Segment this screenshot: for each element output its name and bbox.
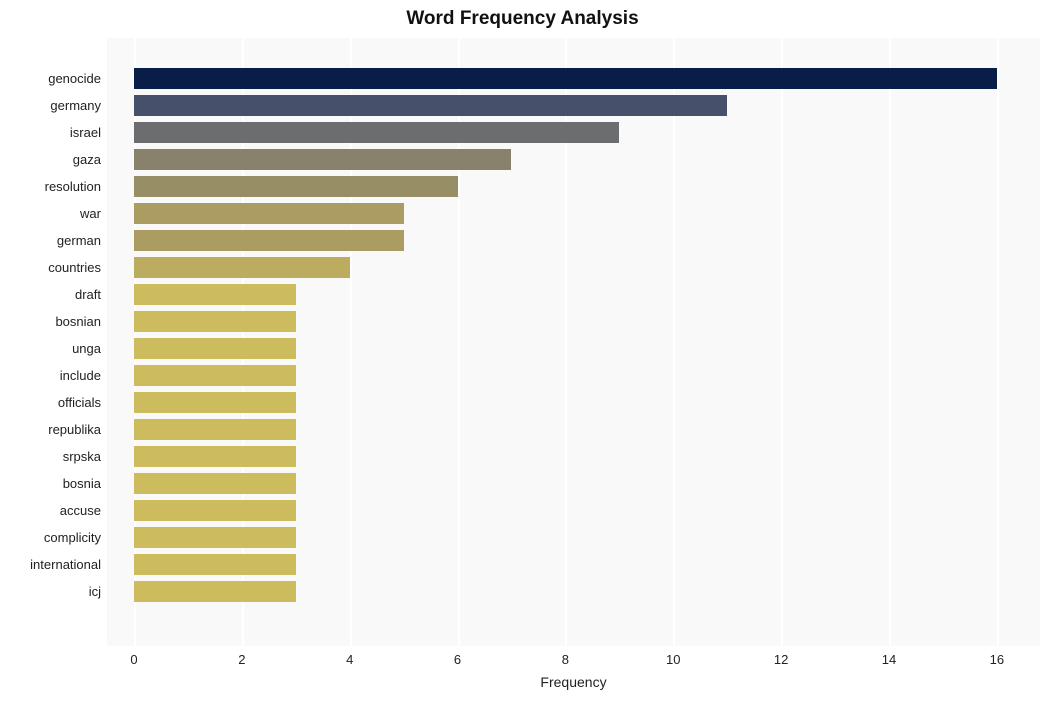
gridline [997,38,999,646]
y-tick-label: genocide [48,72,101,85]
x-tick-label: 16 [990,652,1004,667]
bar [134,176,458,197]
y-tick-label: srpska [63,450,101,463]
bar [134,122,619,143]
bar [134,284,296,305]
x-tick-label: 0 [130,652,137,667]
bar [134,473,296,494]
y-tick-label: include [60,369,101,382]
y-tick-label: bosnian [55,315,101,328]
bar [134,554,296,575]
bar [134,95,727,116]
y-tick-label: germany [50,99,101,112]
x-tick-label: 12 [774,652,788,667]
y-tick-label: officials [58,396,101,409]
bar [134,527,296,548]
x-tick-label: 4 [346,652,353,667]
chart-container: Word Frequency Analysis Frequency genoci… [0,0,1045,701]
plot-area [107,38,1040,646]
x-tick-label: 2 [238,652,245,667]
bar [134,446,296,467]
y-tick-label: draft [75,288,101,301]
y-tick-label: war [80,207,101,220]
gridline [673,38,675,646]
gridline [781,38,783,646]
bar [134,203,404,224]
y-tick-label: bosnia [63,477,101,490]
gridline [889,38,891,646]
y-tick-label: international [30,558,101,571]
x-tick-label: 10 [666,652,680,667]
y-tick-label: complicity [44,531,101,544]
y-tick-label: gaza [73,153,101,166]
y-tick-label: resolution [45,180,101,193]
bar [134,365,296,386]
bar [134,311,296,332]
bar [134,68,997,89]
y-tick-label: accuse [60,504,101,517]
x-tick-label: 8 [562,652,569,667]
y-tick-label: icj [89,585,101,598]
bar [134,419,296,440]
y-tick-label: republika [48,423,101,436]
bar [134,149,512,170]
bar [134,338,296,359]
y-tick-label: countries [48,261,101,274]
x-tick-label: 14 [882,652,896,667]
bar [134,500,296,521]
x-tick-label: 6 [454,652,461,667]
y-tick-label: unga [72,342,101,355]
bar [134,257,350,278]
x-axis-label: Frequency [540,674,606,690]
chart-title: Word Frequency Analysis [0,8,1045,30]
y-tick-label: german [57,234,101,247]
bar [134,230,404,251]
bar [134,392,296,413]
y-tick-label: israel [70,126,101,139]
bar [134,581,296,602]
